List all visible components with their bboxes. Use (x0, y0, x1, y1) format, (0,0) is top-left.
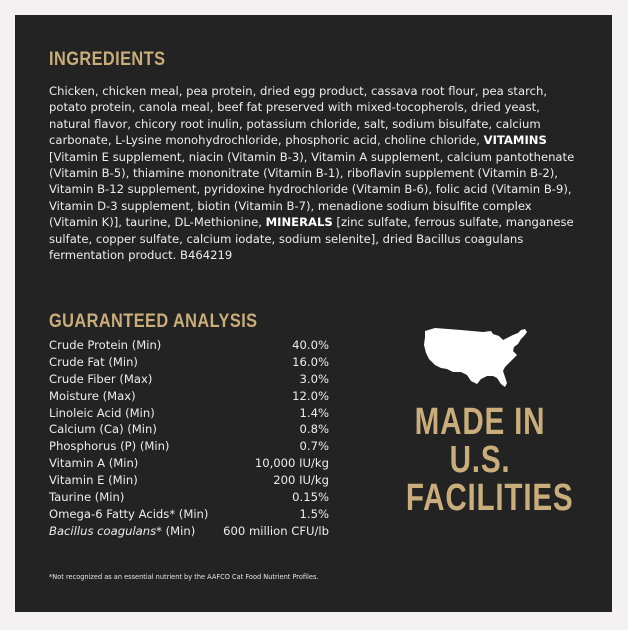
analysis-label: Omega-6 Fatty Acids* (Min) (49, 506, 209, 521)
analysis-label: Phosphorus (P) (Min) (49, 439, 170, 454)
made-in-line: MADE IN (414, 401, 546, 443)
analysis-row: Linoleic Acid (Min) 1.4% (49, 405, 329, 422)
ingredients-heading: INGREDIENTS (49, 49, 166, 70)
nutrition-panel: INGREDIENTS Chicken, chicken meal, pea p… (15, 15, 612, 612)
analysis-value: 0.7% (299, 439, 329, 454)
analysis-value: 10,000 IU/kg (254, 456, 329, 471)
analysis-label: Vitamin E (Min) (49, 473, 138, 488)
analysis-label-rest: * (Min) (156, 523, 196, 538)
analysis-value: 40.0% (292, 338, 329, 352)
footnote: *Not recognized as an essential nutrient… (49, 573, 319, 581)
minerals-label: MINERALS (265, 215, 333, 230)
analysis-value: 1.4% (299, 405, 329, 420)
us-line: U.S. (449, 439, 511, 481)
made-in-us-badge: MADE IN U.S. FACILITIES (405, 401, 574, 519)
analysis-row: Calcium (Ca) (Min) 0.8% (49, 421, 329, 438)
analysis-row: Bacillus coagulans* (Min) 600 million CFU… (49, 523, 329, 540)
analysis-value: 600 million CFU/lb (223, 523, 329, 538)
facilities-line: FACILITIES (405, 477, 574, 519)
analysis-value: 0.15% (292, 490, 329, 505)
analysis-row: Phosphorus (P) (Min) 0.7% (49, 438, 329, 455)
analysis-row: Crude Fat (Min) 16.0% (49, 354, 329, 371)
vitamins-label: VITAMINS (483, 133, 547, 148)
analysis-label: Crude Fiber (Max) (49, 371, 153, 386)
analysis-label: Crude Fat (Min) (49, 354, 138, 369)
ingredients-part-3: [zinc sulfate, ferrous sulfate, manganes… (49, 215, 574, 263)
analysis-label: Moisture (Max) (49, 388, 136, 403)
analysis-value: 16.0% (292, 354, 329, 369)
ingredients-text: Chicken, chicken meal, pea protein, drie… (49, 83, 579, 263)
analysis-value: 1.5% (299, 506, 329, 521)
guaranteed-analysis-table: Crude Protein (Min) 40.0% Crude Fat (Min)… (49, 337, 329, 540)
analysis-value: 3.0% (299, 371, 329, 386)
usa-map-icon (424, 328, 527, 387)
analysis-row: Taurine (Min) 0.15% (49, 489, 329, 506)
analysis-label-italic: Bacillus coagulans (49, 523, 157, 538)
analysis-label: Vitamin A (Min) (49, 456, 139, 471)
analysis-label: Calcium (Ca) (Min) (49, 422, 157, 437)
analysis-row: Crude Fiber (Max) 3.0% (49, 371, 329, 388)
guaranteed-analysis-heading: GUARANTEED ANALYSIS (49, 311, 258, 332)
analysis-label: Crude Protein (Min) (49, 338, 162, 352)
analysis-row: Moisture (Max) 12.0% (49, 388, 329, 405)
ingredients-part-2: [Vitamin E supplement, niacin (Vitamin B… (49, 149, 575, 230)
analysis-row: Vitamin E (Min) 200 IU/kg (49, 472, 329, 489)
analysis-value: 200 IU/kg (273, 473, 329, 488)
analysis-label: Bacillus coagulans* (Min) (49, 523, 195, 540)
analysis-value: 12.0% (292, 388, 329, 403)
analysis-label: Linoleic Acid (Min) (49, 405, 155, 420)
analysis-row: Omega-6 Fatty Acids* (Min) 1.5% (49, 506, 329, 523)
analysis-value: 0.8% (299, 422, 329, 437)
ingredients-part-1: Chicken, chicken meal, pea protein, drie… (49, 84, 548, 148)
analysis-label: Taurine (Min) (49, 490, 125, 505)
analysis-row: Vitamin A (Min) 10,000 IU/kg (49, 455, 329, 472)
analysis-row: Crude Protein (Min) 40.0% (49, 337, 329, 354)
